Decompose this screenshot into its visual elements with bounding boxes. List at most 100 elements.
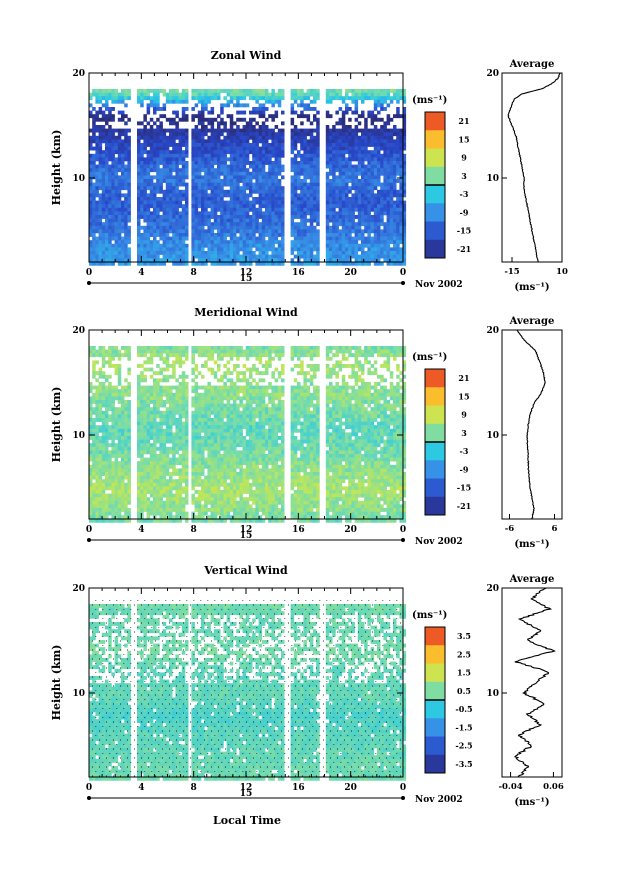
heatmap-cell [377, 222, 381, 227]
heatmap-cell [396, 139, 400, 144]
heatmap-cell [303, 164, 307, 169]
heatmap-cell [127, 240, 131, 245]
heatmap-cell [149, 233, 154, 237]
heatmap-cell [175, 349, 179, 354]
heatmap-cell [274, 240, 279, 245]
heatmap-cell [268, 261, 272, 266]
heatmap-cell [149, 189, 154, 194]
heatmap-cell [114, 146, 119, 151]
heatmap-cell [258, 150, 263, 155]
heatmap-cell [383, 385, 387, 390]
heatmap-cell [261, 168, 266, 173]
heatmap-cell [98, 193, 103, 198]
heatmap-cell [117, 247, 122, 252]
heatmap-cell [354, 175, 359, 180]
heatmap-cell [265, 258, 269, 263]
heatmap-cell [124, 349, 128, 354]
heatmap-cell [399, 204, 403, 209]
heatmap-cell [162, 254, 167, 259]
heatmap-cell [306, 175, 311, 180]
heatmap-cell [201, 346, 205, 350]
heatmap-cell [242, 143, 247, 147]
heatmap-cell [204, 186, 208, 191]
heatmap-cell [105, 229, 109, 234]
heatmap-cell [261, 400, 266, 404]
heatmap-cell [297, 353, 301, 358]
heatmap-cell [210, 392, 215, 397]
heatmap-cell [223, 139, 227, 144]
heatmap-cell [217, 400, 221, 404]
heatmap-cell [98, 385, 103, 390]
heatmap-cell [332, 367, 336, 372]
heatmap-cell [261, 204, 266, 209]
heatmap-cell [393, 168, 397, 173]
heatmap-cell [114, 99, 119, 104]
heatmap-cell [303, 349, 307, 354]
heatmap-cell [341, 189, 346, 194]
heatmap-cell [338, 168, 343, 173]
heatmap-cell [236, 200, 240, 205]
heatmap-cell [345, 110, 349, 115]
heatmap-cell [252, 96, 256, 101]
heatmap-cell [117, 204, 122, 209]
heatmap-cell [226, 175, 231, 180]
heatmap-cell [111, 146, 115, 151]
heatmap-cell [105, 186, 109, 191]
heatmap-cell [357, 254, 362, 259]
heatmap-cell [101, 243, 106, 248]
heatmap-cell [149, 197, 154, 201]
heatmap-cell [105, 175, 109, 180]
heatmap-cell [396, 161, 400, 165]
heatmap-cell [361, 92, 365, 97]
heatmap-cell [124, 207, 128, 212]
heatmap-cell [181, 117, 186, 122]
heatmap-cell [111, 197, 115, 201]
heatmap-cell [175, 247, 179, 252]
heatmap-cell [194, 389, 199, 394]
heatmap-cell [197, 211, 202, 216]
heatmap-cell [354, 364, 359, 368]
heatmap-cell [223, 168, 227, 173]
heatmap-cell [265, 189, 269, 194]
heatmap-cell [258, 247, 263, 252]
heatmap-cell [389, 139, 394, 144]
heatmap-cell [178, 261, 183, 266]
heatmap-cell [149, 161, 154, 165]
heatmap-cell [197, 157, 202, 162]
heatmap-cell [290, 346, 295, 350]
heatmap-cell [354, 215, 359, 219]
heatmap-cell [258, 168, 263, 173]
heatmap-cell [229, 261, 234, 266]
heatmap-cell [111, 200, 115, 205]
heatmap-cell [364, 215, 368, 219]
heatmap-cell [105, 378, 109, 383]
heatmap-cell [162, 89, 167, 93]
heatmap-cell [143, 225, 147, 230]
heatmap-cell [265, 218, 269, 223]
heatmap-cell [309, 251, 314, 255]
heatmap-cell [92, 360, 96, 365]
heatmap-cell [268, 229, 272, 234]
heatmap-cell [338, 128, 343, 133]
heatmap-cell [162, 146, 167, 151]
heatmap-cell [117, 382, 122, 386]
heatmap-cell [114, 139, 119, 144]
heatmap-cell [277, 103, 282, 108]
heatmap-cell [137, 207, 141, 212]
heatmap-cell [245, 367, 250, 372]
heatmap-cell [329, 211, 333, 216]
heatmap-cell [277, 96, 282, 101]
heatmap-cell [309, 392, 314, 397]
heatmap-cell [153, 103, 157, 108]
heatmap-cell [149, 247, 154, 252]
heatmap-cell [197, 179, 202, 183]
heatmap-cell [325, 200, 330, 205]
heatmap-cell [303, 179, 307, 183]
heatmap-cell [95, 189, 99, 194]
heatmap-cell [194, 396, 199, 401]
heatmap-cell [383, 254, 387, 259]
heatmap-cell [361, 251, 365, 255]
heatmap-cell [357, 258, 362, 263]
heatmap-cell [249, 193, 253, 198]
heatmap-cell [146, 392, 151, 397]
